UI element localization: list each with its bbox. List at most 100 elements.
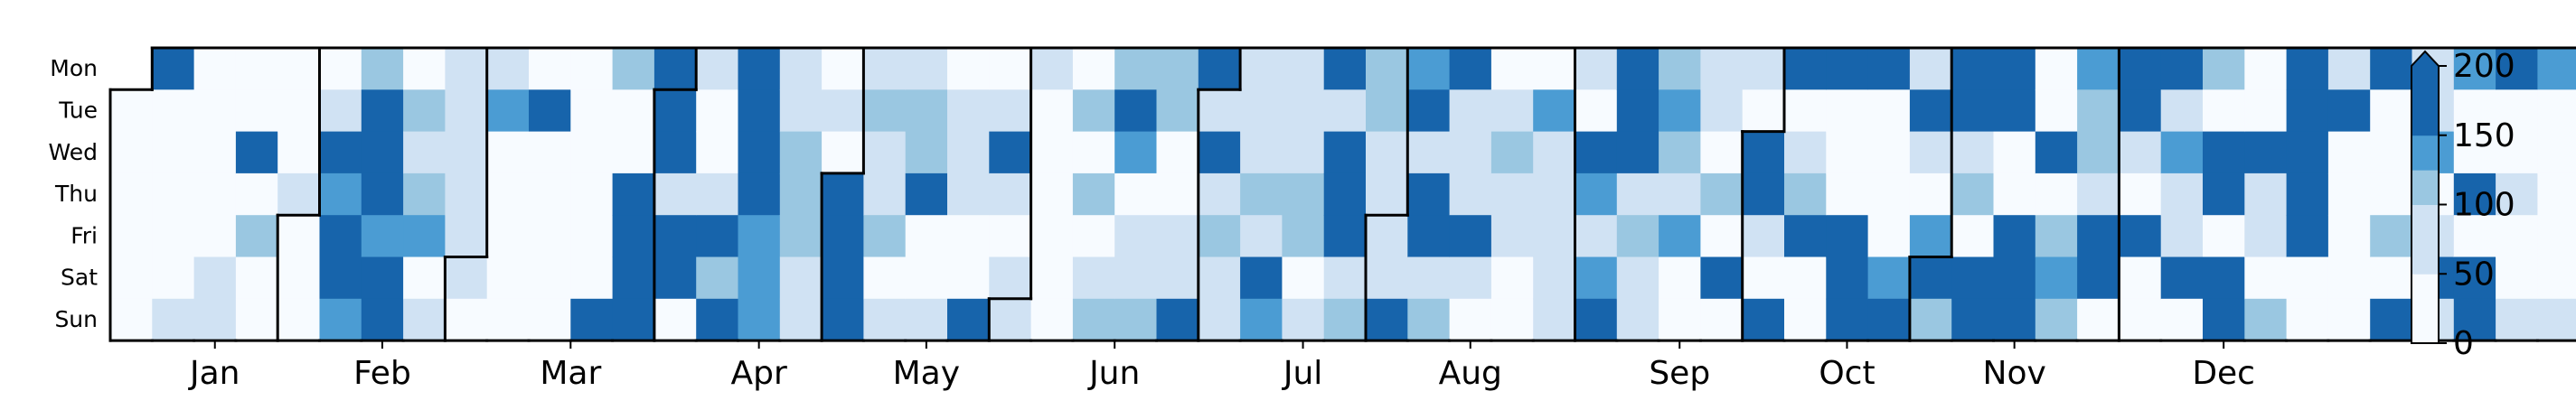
day-cell bbox=[1909, 131, 1952, 174]
day-cell bbox=[403, 298, 446, 341]
day-cell bbox=[2077, 48, 2120, 90]
day-cell bbox=[2160, 298, 2204, 341]
day-cell bbox=[779, 48, 823, 90]
day-cell bbox=[1156, 256, 1199, 300]
day-cell bbox=[1993, 256, 2036, 300]
day-cell bbox=[1951, 48, 1995, 90]
day-cell bbox=[1742, 48, 1785, 90]
day-cell bbox=[947, 89, 990, 133]
day-cell bbox=[529, 172, 571, 216]
day-cell bbox=[235, 298, 278, 341]
day-cell bbox=[193, 172, 237, 216]
day-cell bbox=[905, 89, 948, 133]
day-cell bbox=[1616, 256, 1659, 300]
day-cell bbox=[2160, 131, 2204, 174]
day-cell bbox=[1867, 131, 1911, 174]
day-cell bbox=[1449, 298, 1492, 341]
day-cell bbox=[2496, 131, 2538, 174]
day-cell bbox=[1156, 298, 1199, 341]
day-cell bbox=[2203, 298, 2245, 341]
day-cell bbox=[1826, 215, 1869, 258]
day-cell bbox=[1198, 48, 1241, 90]
day-cell bbox=[2119, 48, 2162, 90]
day-cell bbox=[1282, 89, 1325, 133]
day-cell bbox=[1282, 172, 1325, 216]
day-cell bbox=[1240, 256, 1283, 300]
day-cell bbox=[1282, 298, 1325, 341]
day-cell bbox=[1951, 131, 1995, 174]
day-cell bbox=[403, 131, 446, 174]
day-cell bbox=[1072, 172, 1115, 216]
day-cell bbox=[1030, 298, 1074, 341]
colorbar-tick-label: 150 bbox=[2453, 117, 2515, 154]
day-cell bbox=[1742, 298, 1785, 341]
day-cell bbox=[2537, 48, 2576, 90]
day-cell bbox=[696, 131, 739, 174]
day-cell bbox=[1407, 256, 1451, 300]
day-cell bbox=[1784, 131, 1827, 174]
day-cell bbox=[779, 256, 823, 300]
day-cell bbox=[2453, 131, 2496, 174]
day-cell bbox=[445, 256, 488, 300]
day-cell bbox=[2453, 89, 2496, 133]
month-label: May bbox=[893, 355, 960, 392]
day-cell bbox=[2453, 215, 2496, 258]
day-cell bbox=[2244, 89, 2288, 133]
day-cell bbox=[319, 215, 362, 258]
day-cell bbox=[1867, 298, 1911, 341]
day-cell bbox=[1282, 48, 1325, 90]
day-cell bbox=[2119, 89, 2162, 133]
month-label: Jul bbox=[1282, 355, 1322, 392]
day-cell bbox=[1156, 131, 1199, 174]
day-cell bbox=[152, 89, 195, 133]
day-cell bbox=[1867, 48, 1911, 90]
day-cell bbox=[1490, 172, 1534, 216]
day-cell bbox=[277, 172, 321, 216]
day-cell bbox=[2077, 215, 2120, 258]
day-cell bbox=[822, 89, 864, 133]
day-cell bbox=[1156, 172, 1199, 216]
day-cell bbox=[1323, 48, 1367, 90]
day-cell bbox=[2327, 172, 2371, 216]
colorbar-segment bbox=[2411, 170, 2439, 206]
day-cell bbox=[1700, 48, 1744, 90]
day-cell bbox=[110, 172, 153, 216]
day-cell bbox=[1366, 131, 1408, 174]
day-cell bbox=[1449, 89, 1492, 133]
day-cell bbox=[1784, 48, 1827, 90]
day-cell bbox=[1533, 172, 1576, 216]
day-cell bbox=[2203, 172, 2245, 216]
day-cell bbox=[1909, 48, 1952, 90]
day-cell bbox=[2496, 89, 2538, 133]
day-cell bbox=[2203, 48, 2245, 90]
day-cell bbox=[2327, 256, 2371, 300]
day-cell bbox=[653, 89, 697, 133]
day-cell bbox=[1659, 256, 1701, 300]
day-cell bbox=[1490, 48, 1534, 90]
day-cell bbox=[110, 131, 153, 174]
day-cell bbox=[1323, 298, 1367, 341]
day-cell bbox=[989, 256, 1032, 300]
day-cell bbox=[1533, 256, 1576, 300]
day-cell bbox=[2077, 89, 2120, 133]
day-cell bbox=[947, 131, 990, 174]
day-cell bbox=[1700, 131, 1744, 174]
day-cell bbox=[1030, 48, 1074, 90]
day-cell bbox=[612, 131, 655, 174]
day-cell bbox=[822, 298, 864, 341]
day-cell bbox=[445, 48, 488, 90]
weekday-label: Sat bbox=[61, 265, 98, 291]
weekday-label: Thu bbox=[54, 181, 98, 207]
day-cell bbox=[653, 131, 697, 174]
day-cell bbox=[1366, 298, 1408, 341]
day-cell bbox=[1993, 172, 2036, 216]
day-cell bbox=[1909, 256, 1952, 300]
day-cell bbox=[2370, 89, 2413, 133]
day-cell bbox=[863, 89, 907, 133]
day-cell bbox=[1490, 298, 1534, 341]
day-cell bbox=[905, 298, 948, 341]
day-cell bbox=[2370, 256, 2413, 300]
day-cell bbox=[2203, 215, 2245, 258]
day-cell bbox=[1909, 298, 1952, 341]
day-cell bbox=[152, 131, 195, 174]
